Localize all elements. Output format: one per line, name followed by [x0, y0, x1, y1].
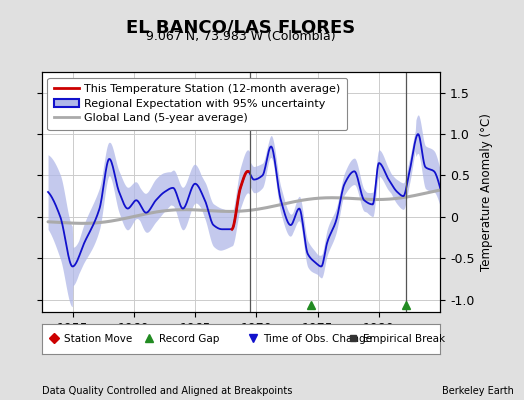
- Text: Empirical Break: Empirical Break: [363, 334, 445, 344]
- Text: Station Move: Station Move: [64, 334, 132, 344]
- Text: Record Gap: Record Gap: [159, 334, 220, 344]
- Text: 9.067 N, 73.983 W (Colombia): 9.067 N, 73.983 W (Colombia): [146, 30, 336, 43]
- Text: Time of Obs. Change: Time of Obs. Change: [263, 334, 372, 344]
- Legend: This Temperature Station (12-month average), Regional Expectation with 95% uncer: This Temperature Station (12-month avera…: [48, 78, 347, 130]
- Text: Data Quality Controlled and Aligned at Breakpoints: Data Quality Controlled and Aligned at B…: [42, 386, 292, 396]
- Y-axis label: Temperature Anomaly (°C): Temperature Anomaly (°C): [480, 113, 493, 271]
- Text: EL BANCO/LAS FLORES: EL BANCO/LAS FLORES: [126, 18, 356, 36]
- Text: Berkeley Earth: Berkeley Earth: [442, 386, 514, 396]
